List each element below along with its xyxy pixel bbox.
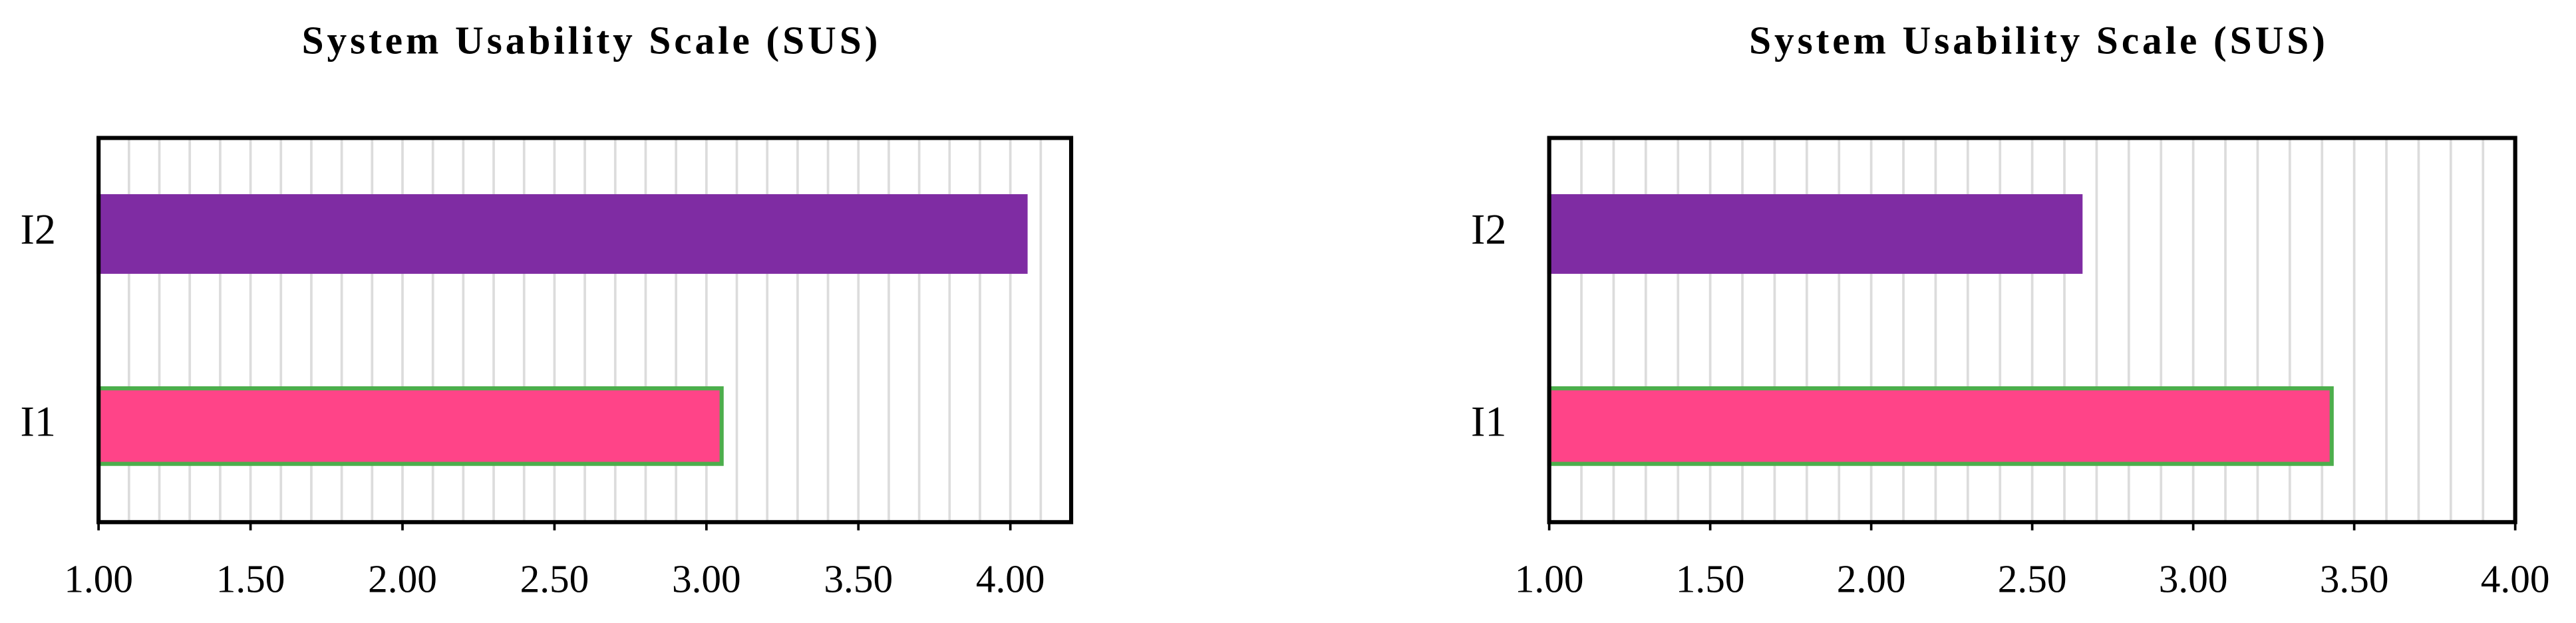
y-tick-label: I1 xyxy=(1471,398,1506,445)
x-tick-label: 4.00 xyxy=(2481,557,2550,600)
x-tick-label: 2.00 xyxy=(368,557,437,600)
x-tick-label: 1.00 xyxy=(1515,557,1584,600)
chart-title: System Usability Scale (SUS) xyxy=(1749,18,2329,62)
x-tick-label: 1.50 xyxy=(1676,557,1745,600)
x-tick-label: 3.50 xyxy=(2320,557,2389,600)
y-tick-label: I1 xyxy=(20,398,55,445)
plot-frame xyxy=(96,136,1074,525)
plot-frame xyxy=(1547,136,2517,525)
bar xyxy=(96,386,724,466)
chart-title: System Usability Scale (SUS) xyxy=(302,18,882,62)
x-tick-label: 4.00 xyxy=(976,557,1045,600)
x-tick-label: 2.00 xyxy=(1837,557,1906,600)
x-tick-label: 3.00 xyxy=(2159,557,2228,600)
bar xyxy=(1547,386,2334,466)
x-tick-label: 3.00 xyxy=(672,557,741,600)
x-tick-label: 2.50 xyxy=(1998,557,2067,600)
y-tick-label: I2 xyxy=(1471,206,1506,253)
x-tick-label: 2.50 xyxy=(520,557,589,600)
bar xyxy=(96,194,1028,274)
x-tick-label: 3.50 xyxy=(824,557,893,600)
x-tick-label: 1.00 xyxy=(64,557,133,600)
y-tick-label: I2 xyxy=(20,206,55,253)
x-tick-label: 1.50 xyxy=(216,557,285,600)
bar xyxy=(1547,194,2083,274)
